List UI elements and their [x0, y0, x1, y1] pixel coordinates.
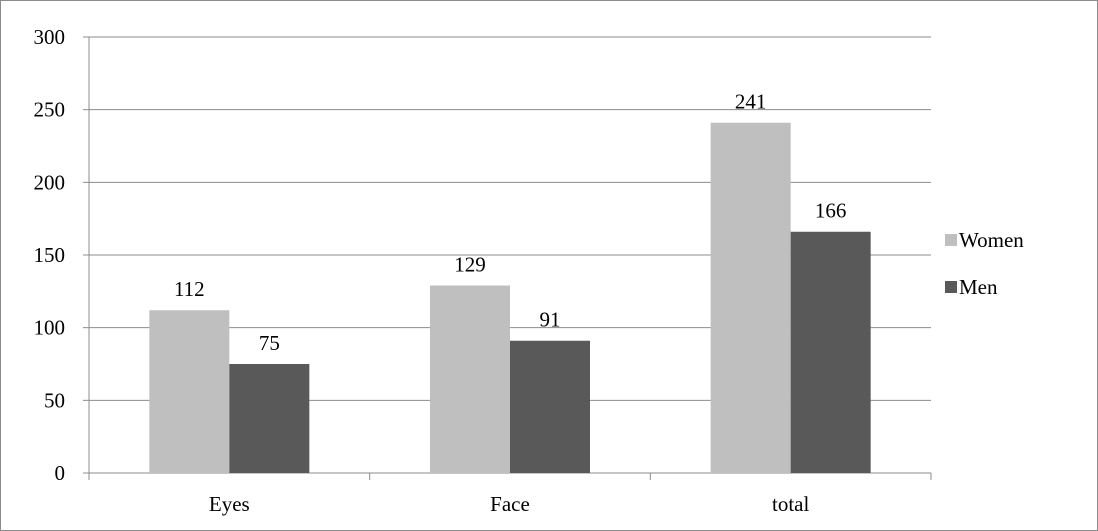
data-label: 75 [259, 331, 280, 355]
data-label: 166 [815, 199, 847, 223]
bar-women [430, 285, 510, 473]
x-category-label: total [772, 492, 809, 516]
data-label: 241 [735, 90, 767, 114]
data-label: 129 [454, 253, 486, 277]
data-label: 112 [174, 277, 205, 301]
bars [149, 122, 871, 473]
bar-men [790, 231, 871, 473]
legend-label: Women [959, 228, 1024, 252]
y-tick-label: 150 [34, 243, 66, 267]
legend-swatch-men [945, 281, 957, 293]
y-tick-label: 300 [34, 25, 66, 49]
y-tick-label: 200 [34, 170, 66, 194]
data-labels: 112 75 129 91 241 166 [174, 90, 846, 355]
bar-men [229, 364, 310, 473]
legend-swatch-women [945, 234, 957, 246]
data-label: 91 [540, 308, 561, 332]
axes: 0 50 100 150 200 250 300 Eyes Face total [34, 25, 932, 516]
y-tick-label: 100 [34, 316, 66, 340]
legend: Women Men [945, 228, 1024, 299]
y-tick-label: 50 [44, 388, 65, 412]
y-tick-label: 0 [55, 461, 66, 485]
bar-women [710, 122, 791, 473]
x-category-label: Eyes [209, 492, 250, 516]
x-category-label: Face [490, 492, 530, 516]
bar-men [510, 340, 590, 473]
legend-label: Men [959, 275, 998, 299]
bar-women [149, 310, 230, 473]
y-tick-label: 250 [34, 98, 66, 122]
